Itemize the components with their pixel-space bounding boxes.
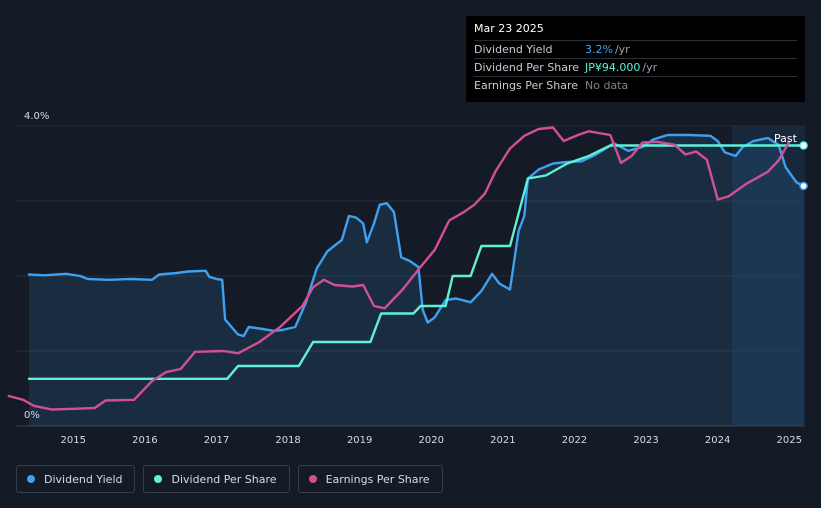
tooltip-value: 3.2% bbox=[585, 43, 613, 56]
y-tick-label: 4.0% bbox=[24, 111, 49, 122]
y-tick-label: 0% bbox=[24, 410, 40, 421]
x-tick-label: 2018 bbox=[275, 435, 300, 446]
x-tick-label: 2015 bbox=[61, 435, 86, 446]
tooltip-unit: /yr bbox=[642, 61, 658, 74]
series-lines bbox=[7, 126, 805, 411]
legend-item-earnings-per-share[interactable]: Earnings Per Share bbox=[297, 465, 443, 493]
x-tick-label: 2022 bbox=[562, 435, 587, 446]
legend-dot-icon bbox=[308, 475, 317, 483]
tooltip-row-earnings-per-share: Earnings Per Share No data bbox=[474, 76, 797, 94]
chart-grid bbox=[16, 125, 805, 427]
legend-label: Earnings Per Share bbox=[325, 472, 430, 486]
earnings-per-share-line bbox=[7, 126, 791, 411]
dividend-yield-area bbox=[28, 135, 804, 426]
dividend-per-share-end-marker bbox=[799, 141, 808, 150]
x-tick-label: 2020 bbox=[419, 435, 444, 446]
legend-dot-icon bbox=[154, 475, 163, 483]
x-tick-label: 2021 bbox=[490, 435, 515, 446]
tooltip-label: Dividend Yield bbox=[474, 43, 553, 56]
dividend-yield-line bbox=[27, 133, 805, 338]
x-tick-label: 2023 bbox=[633, 435, 658, 446]
legend-label: Dividend Yield bbox=[44, 472, 123, 486]
tooltip-row-dividend-per-share: Dividend Per Share JP¥94.000 /yr bbox=[474, 58, 797, 76]
series-fills bbox=[28, 135, 804, 426]
legend-item-dividend-yield[interactable]: Dividend Yield bbox=[16, 465, 136, 493]
tooltip: Mar 23 2025 Dividend Yield 3.2% /yr Divi… bbox=[466, 16, 805, 102]
x-tick-label: 2025 bbox=[777, 435, 802, 446]
x-tick-label: 2019 bbox=[347, 435, 372, 446]
chart-legend: Dividend Yield Dividend Per Share Earnin… bbox=[16, 465, 443, 493]
tooltip-label: Dividend Per Share bbox=[474, 61, 580, 74]
legend-dot-icon bbox=[27, 475, 35, 483]
x-tick-label: 2016 bbox=[132, 435, 157, 446]
tooltip-label: Earnings Per Share bbox=[474, 79, 579, 92]
tooltip-row-dividend-yield: Dividend Yield 3.2% /yr bbox=[474, 40, 797, 58]
end-markers bbox=[799, 141, 808, 191]
x-tick-label: 2024 bbox=[705, 435, 730, 446]
y-axis: 4.0% 0% bbox=[24, 111, 49, 421]
x-axis: 2015 2016 2017 2018 2019 2020 2021 2022 2023 2024… bbox=[61, 435, 802, 446]
tooltip-value: JP¥94.000 bbox=[585, 61, 641, 74]
past-label: Past bbox=[774, 132, 798, 145]
x-tick-label: 2017 bbox=[204, 435, 229, 446]
tooltip-date: Mar 23 2025 bbox=[474, 22, 544, 35]
legend-item-dividend-per-share[interactable]: Dividend Per Share bbox=[143, 465, 290, 493]
legend-label: Dividend Per Share bbox=[171, 472, 277, 486]
dividend-yield-end-marker bbox=[799, 181, 808, 191]
tooltip-unit: /yr bbox=[614, 43, 630, 56]
dividend-per-share-line bbox=[27, 144, 805, 380]
tooltip-value: No data bbox=[585, 79, 629, 92]
